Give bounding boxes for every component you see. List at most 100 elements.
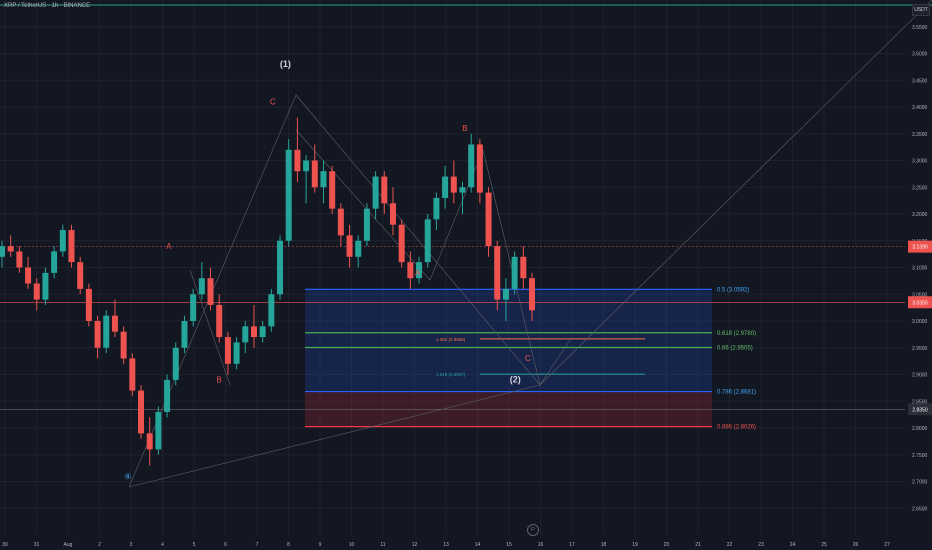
- fib-zone-blue: [305, 289, 712, 392]
- x-tick-label: 27: [884, 542, 890, 548]
- candle-body: [25, 267, 32, 284]
- candle-body: [502, 288, 509, 300]
- x-tick-label: 12: [412, 542, 418, 548]
- candle-body: [459, 187, 466, 193]
- candle-body: [77, 262, 84, 289]
- price-tag-bg: [908, 403, 932, 416]
- candle-body: [181, 321, 188, 348]
- y-tick-label: 3.2500: [912, 185, 928, 191]
- wave-label: A: [166, 242, 172, 251]
- wave-line: [189, 269, 231, 386]
- currency-badge[interactable]: USDT: [912, 4, 930, 16]
- price-tag-bg: [908, 296, 932, 309]
- candle-body: [7, 246, 14, 252]
- x-tick-label: Aug: [64, 542, 73, 548]
- x-tick-label: 18: [601, 542, 607, 548]
- y-tick-label: 2.7000: [912, 480, 928, 486]
- x-tick-label: 16: [538, 542, 544, 548]
- fib-level-label: 0.886 (2.8026): [717, 425, 756, 431]
- wave-label: B: [462, 124, 467, 133]
- price-tag-label: 2.8350: [912, 407, 928, 413]
- candle-body: [51, 251, 58, 273]
- candle-body: [42, 272, 49, 300]
- candle-body: [529, 278, 535, 311]
- x-tick-label: 11: [380, 542, 385, 548]
- candle-body: [59, 230, 66, 252]
- x-tick-label: 23: [758, 542, 764, 548]
- candle-body: [294, 149, 301, 172]
- y-tick-label: 3.4000: [912, 105, 928, 111]
- candle-body: [138, 390, 145, 434]
- candle-body: [155, 411, 162, 450]
- price-tag-label: 3.0350: [912, 300, 928, 306]
- x-tick-label: 25: [821, 542, 827, 548]
- wave-line: [539, 0, 932, 386]
- candle-body: [111, 315, 118, 332]
- candle-body: [0, 246, 5, 257]
- candle-body: [363, 208, 370, 241]
- candle-body: [389, 203, 396, 225]
- price-tag-bg: [908, 240, 932, 253]
- candle-body: [398, 224, 405, 263]
- candle-body: [355, 240, 362, 257]
- candle-body: [511, 256, 518, 289]
- x-tick-label: 17: [569, 542, 575, 548]
- candle-body: [242, 326, 249, 343]
- candle-body: [372, 176, 379, 209]
- fib-extension-label: 1.382 (2.9665): [436, 337, 466, 342]
- fib-level-label: 0.786 (2.8681): [717, 390, 756, 396]
- y-tick-label: 3.2000: [912, 212, 928, 218]
- y-tick-label: 2.7500: [912, 453, 928, 459]
- y-tick-label: 3.3000: [912, 159, 928, 165]
- x-tick-label: 20: [664, 542, 670, 548]
- x-tick-label: 7: [256, 542, 259, 548]
- candle-body: [216, 304, 223, 338]
- event-flag-icon[interactable]: ⚐: [527, 524, 539, 536]
- candle-body: [16, 251, 23, 268]
- fib-level-label: 0.5 (3.0592): [717, 287, 749, 293]
- wave-line: [128, 384, 541, 488]
- wave-line: [482, 149, 541, 386]
- candle-body: [346, 235, 353, 257]
- candle-body: [33, 283, 40, 300]
- y-tick-label: 3.5500: [912, 25, 928, 31]
- candle-body: [172, 347, 179, 380]
- candle-body: [103, 315, 110, 348]
- candle-body: [120, 331, 127, 359]
- candle-body: [164, 379, 171, 412]
- wave-line: [295, 94, 541, 386]
- wave-label: (2): [510, 375, 521, 385]
- y-tick-label: 3.5000: [912, 52, 928, 58]
- x-tick-label: 8: [287, 542, 290, 548]
- y-tick-label: 2.9500: [912, 346, 928, 352]
- fib-extension-label: 1.618 (2.9007): [436, 372, 466, 377]
- candle-body: [337, 208, 344, 236]
- y-tick-label: 2.8000: [912, 426, 928, 432]
- candle-body: [68, 230, 75, 263]
- candle-body: [442, 176, 449, 198]
- x-tick-label: 21: [695, 542, 701, 548]
- candle-body: [433, 197, 440, 220]
- x-tick-label: 3: [130, 542, 133, 548]
- wave-label: C: [270, 97, 276, 106]
- candle-body: [207, 278, 214, 305]
- x-tick-label: 26: [853, 542, 859, 548]
- y-tick-label: 3.1000: [912, 266, 928, 272]
- candle-body: [129, 358, 136, 391]
- x-tick-label: 2: [98, 542, 101, 548]
- candle-body: [450, 176, 457, 193]
- x-tick-label: 31: [34, 542, 40, 548]
- candle-body: [407, 262, 414, 279]
- x-tick-label: 13: [443, 542, 449, 548]
- x-tick-label: 5: [193, 542, 196, 548]
- candle-body: [250, 326, 257, 338]
- candle-body: [259, 326, 266, 338]
- candle-body: [224, 337, 231, 364]
- x-tick-label: 6: [224, 542, 227, 548]
- candle-body: [311, 160, 318, 188]
- candle-body: [381, 176, 388, 204]
- fib-level-label: 0.66 (2.9505): [717, 345, 753, 351]
- candle-body: [494, 246, 501, 300]
- y-tick-label: 3.3500: [912, 132, 928, 138]
